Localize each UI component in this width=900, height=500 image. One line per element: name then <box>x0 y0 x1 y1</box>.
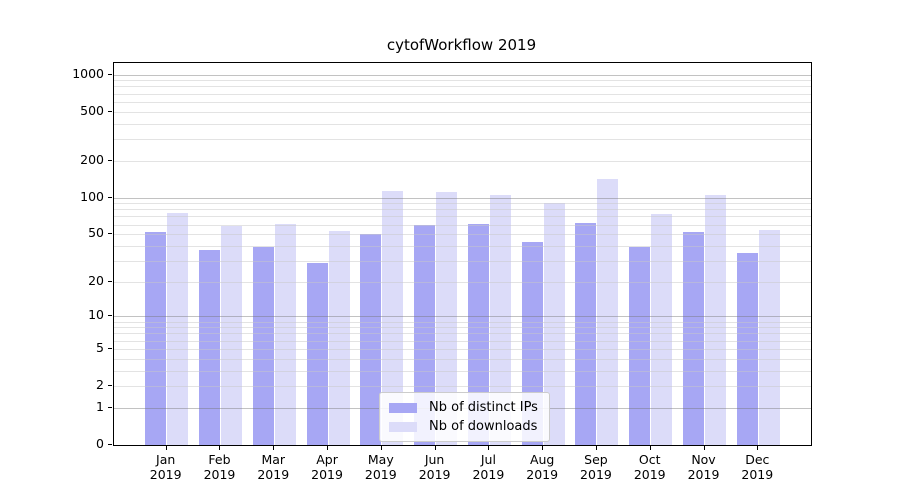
y-axis-tick-200 <box>108 159 112 161</box>
y-axis-tick-label-100: 100 <box>80 188 104 204</box>
bar-nb-of-distinct-ips-apr <box>306 262 328 445</box>
x-axis-tick-oct <box>649 446 651 450</box>
y-axis-tick-2 <box>108 385 112 387</box>
x-axis-tick-mar <box>273 446 275 450</box>
x-axis-tick-aug <box>542 446 544 450</box>
bar-nb-of-distinct-ips-jan <box>145 232 167 445</box>
bar-nb-of-downloads-may <box>382 190 404 445</box>
y-axis-tick-label-200: 200 <box>80 151 104 167</box>
bar-nb-of-downloads-jan <box>167 213 189 445</box>
y-axis-tick-label-10: 10 <box>88 307 104 323</box>
x-axis-tick-label-mar: Mar 2019 <box>257 452 290 482</box>
legend-label-downloads: Nb of downloads <box>429 419 538 434</box>
chart-title: cytofWorkflow 2019 <box>386 36 537 54</box>
x-axis-tick-jun <box>434 446 436 450</box>
x-axis-tick-label-jan: Jan 2019 <box>149 452 182 482</box>
bar-nb-of-downloads-sep <box>597 178 619 445</box>
x-axis-tick-jul <box>488 446 490 450</box>
gridline-minor-400 <box>114 123 811 125</box>
y-axis-tick-10 <box>108 315 112 317</box>
y-axis-tick-label-2: 2 <box>96 377 104 393</box>
y-axis-tick-20 <box>108 280 112 282</box>
bar-nb-of-downloads-mar <box>274 223 296 445</box>
gridline-minor-300 <box>114 138 811 140</box>
legend-swatch-distinct-ips <box>389 402 417 413</box>
bar-nb-of-downloads-feb <box>220 226 242 445</box>
x-axis-tick-label-nov: Nov 2019 <box>687 452 720 482</box>
x-axis-tick-dec <box>757 446 759 450</box>
gridline-minor-200 <box>114 160 811 162</box>
bar-nb-of-distinct-ips-oct <box>629 247 651 445</box>
y-axis-tick-label-1: 1 <box>96 398 104 414</box>
legend-item-downloads: Nb of downloads <box>389 417 538 436</box>
bar-nb-of-downloads-apr <box>328 231 350 445</box>
y-axis-tick-1000 <box>108 73 112 75</box>
legend-swatch-downloads <box>389 421 417 432</box>
bar-nb-of-distinct-ips-jun <box>414 224 436 445</box>
x-axis-tick-label-dec: Dec 2019 <box>741 452 774 482</box>
bar-nb-of-downloads-nov <box>705 194 727 445</box>
bar-nb-of-distinct-ips-nov <box>683 232 705 445</box>
gridline-minor-700 <box>114 93 811 95</box>
y-axis-tick-label-5: 5 <box>96 339 104 355</box>
gridline-minor-600 <box>114 101 811 103</box>
y-axis-tick-0 <box>108 444 112 445</box>
bar-nb-of-distinct-ips-may <box>360 234 382 445</box>
y-axis-tick-100 <box>108 196 112 198</box>
bar-nb-of-distinct-ips-mar <box>252 247 274 445</box>
y-axis-tick-label-1000: 1000 <box>72 65 104 81</box>
y-axis-tick-label-500: 500 <box>80 102 104 118</box>
x-axis-tick-label-may: May 2019 <box>364 452 397 482</box>
plot-area <box>113 62 812 446</box>
y-axis-tick-1 <box>108 406 112 408</box>
x-axis-tick-label-jun: Jun 2019 <box>418 452 451 482</box>
x-axis-tick-sep <box>595 446 597 450</box>
gridline-major-1000 <box>114 74 811 76</box>
y-axis-tick-5 <box>108 347 112 349</box>
x-axis-tick-may <box>380 446 382 450</box>
x-axis-tick-label-apr: Apr 2019 <box>311 452 343 482</box>
bar-nb-of-downloads-dec <box>758 230 780 445</box>
legend: Nb of distinct IPs Nb of downloads <box>379 392 550 442</box>
x-axis-tick-label-sep: Sep 2019 <box>580 452 612 482</box>
legend-item-distinct-ips: Nb of distinct IPs <box>389 398 538 417</box>
bar-nb-of-downloads-oct <box>651 214 673 445</box>
x-axis-tick-nov <box>703 446 705 450</box>
gridline-minor-500 <box>114 111 811 113</box>
gridline-minor-900 <box>114 80 811 82</box>
bar-nb-of-distinct-ips-sep <box>575 222 597 445</box>
x-axis-tick-apr <box>327 446 329 450</box>
x-axis-tick-label-jul: Jul 2019 <box>472 452 505 482</box>
x-axis-tick-jan <box>165 446 167 450</box>
bar-nb-of-downloads-aug <box>543 202 565 445</box>
y-axis-tick-500 <box>108 110 112 112</box>
y-axis-tick-50 <box>108 233 112 235</box>
y-axis-tick-label-20: 20 <box>88 272 104 288</box>
x-axis-tick-label-oct: Oct 2019 <box>633 452 666 482</box>
x-axis-tick-label-aug: Aug 2019 <box>526 452 559 482</box>
gridline-minor-800 <box>114 86 811 88</box>
y-axis-tick-label-50: 50 <box>88 225 104 241</box>
bar-nb-of-downloads-jun <box>436 191 458 445</box>
legend-label-distinct-ips: Nb of distinct IPs <box>429 400 538 415</box>
bar-nb-of-distinct-ips-feb <box>198 249 220 445</box>
y-axis-tick-label-0: 0 <box>96 436 104 451</box>
bar-nb-of-downloads-jul <box>489 195 511 445</box>
x-axis-tick-label-feb: Feb 2019 <box>203 452 236 482</box>
x-axis-tick-feb <box>219 446 221 450</box>
bar-nb-of-distinct-ips-dec <box>736 252 758 445</box>
